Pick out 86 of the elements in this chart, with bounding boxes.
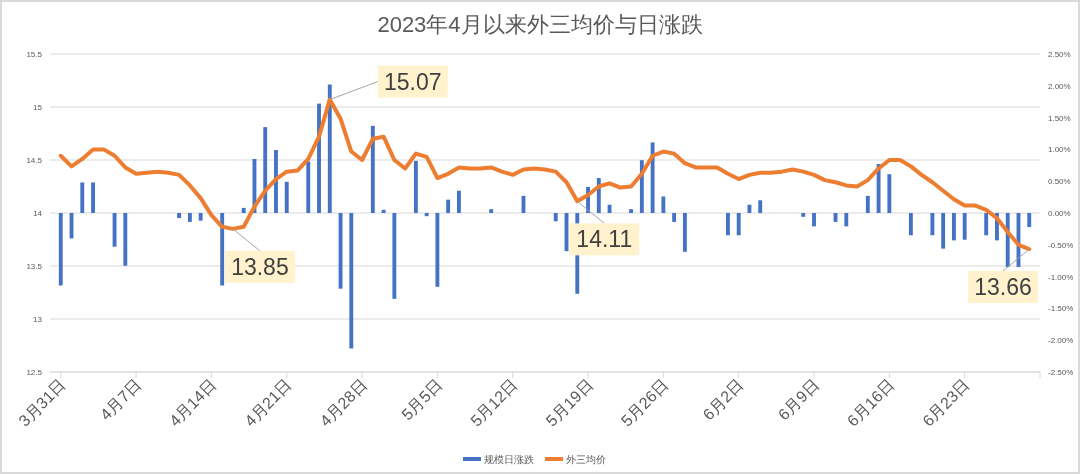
bar bbox=[672, 213, 677, 222]
legend-label: 外三均价 bbox=[566, 454, 606, 465]
bar bbox=[392, 213, 397, 299]
bar bbox=[327, 84, 332, 213]
y2-tick-label: 2.00% bbox=[1048, 81, 1071, 91]
bar bbox=[962, 213, 967, 240]
annotation: 13.85 bbox=[231, 253, 289, 280]
y-tick-label: 13 bbox=[33, 315, 43, 324]
bar bbox=[661, 196, 666, 213]
y2-tick-label: -0.50% bbox=[1048, 240, 1074, 250]
y2-tick-label: 2.50% bbox=[1048, 50, 1071, 59]
bar bbox=[446, 199, 451, 213]
bar bbox=[456, 190, 461, 213]
legend-label: 规模日涨跌 bbox=[484, 454, 534, 465]
x-tick-label: 4月7日 bbox=[96, 376, 145, 424]
bar bbox=[263, 127, 268, 213]
annotation: 14.11 bbox=[576, 226, 633, 253]
x-tick-label: 6月2日 bbox=[699, 376, 747, 424]
y-tick-label: 14.5 bbox=[26, 156, 43, 165]
x-tick-label: 4月14日 bbox=[166, 376, 220, 430]
y2-tick-label: -2.50% bbox=[1048, 368, 1074, 377]
bar bbox=[736, 213, 741, 236]
x-tick-label: 5月26日 bbox=[617, 376, 672, 430]
bar bbox=[682, 213, 687, 252]
bar bbox=[187, 213, 192, 222]
bar bbox=[930, 213, 935, 236]
x-tick-label: 5月19日 bbox=[542, 376, 597, 430]
x-tick-label: 6月16日 bbox=[843, 376, 898, 430]
y2-tick-label: 1.00% bbox=[1048, 145, 1071, 155]
chart-title: 2023年4月以来外三均价与日涨跌 bbox=[377, 12, 703, 37]
bar bbox=[58, 213, 63, 286]
bar bbox=[80, 182, 85, 213]
y-tick-label: 15.5 bbox=[26, 50, 43, 59]
x-tick-label: 4月28日 bbox=[316, 376, 371, 430]
y2-tick-label: -1.00% bbox=[1048, 272, 1074, 282]
bar bbox=[274, 150, 278, 213]
y2-tick-label: 0.00% bbox=[1048, 209, 1071, 218]
bar bbox=[1027, 213, 1032, 227]
bar bbox=[650, 142, 655, 213]
bar bbox=[726, 213, 730, 236]
bar bbox=[91, 182, 95, 213]
bar bbox=[951, 213, 956, 241]
y2-tick-label: -1.50% bbox=[1048, 304, 1074, 314]
bar bbox=[435, 213, 440, 287]
bar bbox=[553, 213, 558, 222]
bar bbox=[758, 200, 763, 213]
x-tick-label: 4月21日 bbox=[241, 376, 295, 430]
bar bbox=[887, 174, 892, 213]
bar bbox=[629, 209, 634, 213]
y-tick-label: 13.5 bbox=[26, 262, 43, 271]
x-tick-label: 5月5日 bbox=[398, 376, 446, 424]
bar bbox=[306, 161, 311, 213]
bar bbox=[812, 213, 816, 227]
line-series bbox=[58, 97, 1032, 252]
y2-tick-label: -2.00% bbox=[1048, 336, 1074, 346]
bar bbox=[177, 213, 182, 219]
y-tick-label: 14 bbox=[33, 209, 43, 218]
bar bbox=[844, 213, 849, 227]
bar bbox=[284, 181, 289, 213]
bar bbox=[489, 209, 494, 213]
y2-tick-label: 0.50% bbox=[1048, 177, 1071, 187]
annotation: 13.66 bbox=[974, 274, 1032, 301]
x-tick-label: 6月23日 bbox=[919, 376, 973, 430]
bar bbox=[381, 209, 386, 213]
y-tick-label: 15 bbox=[33, 103, 43, 112]
bar bbox=[984, 213, 989, 236]
bar bbox=[413, 160, 418, 213]
bar bbox=[801, 213, 806, 217]
bar bbox=[424, 213, 429, 217]
bar bbox=[349, 213, 354, 349]
x-tick-label: 6月9日 bbox=[774, 376, 823, 424]
bar bbox=[123, 213, 128, 266]
bar bbox=[112, 213, 117, 247]
bar bbox=[220, 213, 225, 286]
y-tick-label: 12.5 bbox=[26, 368, 43, 377]
x-tick-label: 5月12日 bbox=[467, 376, 521, 430]
bar bbox=[198, 213, 203, 221]
annotation: 15.07 bbox=[384, 68, 442, 95]
bar bbox=[370, 125, 375, 213]
bar bbox=[241, 207, 246, 213]
bar bbox=[865, 195, 870, 213]
bar bbox=[941, 213, 946, 249]
x-tick-label: 3月31日 bbox=[15, 376, 69, 430]
y2-tick-label: 1.50% bbox=[1048, 113, 1071, 123]
bar bbox=[607, 204, 612, 213]
bar bbox=[908, 213, 913, 236]
